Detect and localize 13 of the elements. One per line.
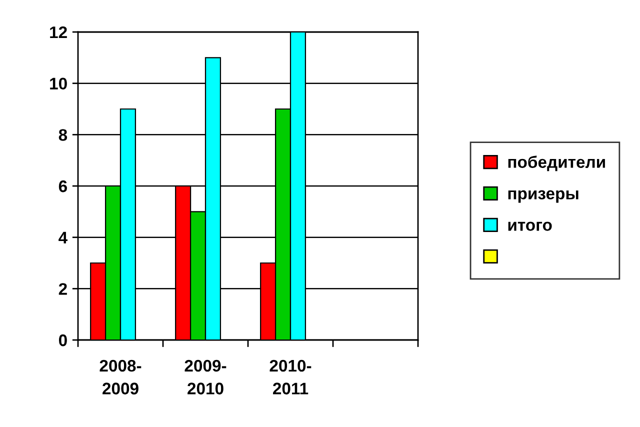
- x-tick-label: 2009- 2010: [184, 360, 226, 394]
- y-tick-label: 12: [50, 26, 67, 38]
- y-tick-label: 10: [50, 78, 67, 90]
- x-tick-label: 2010- 2011: [270, 360, 312, 394]
- legend-label: победители: [508, 156, 605, 172]
- y-tick-label: 2: [58, 283, 67, 295]
- x-tick-label: 2008- 2009: [100, 360, 142, 394]
- y-tick-label: 8: [58, 129, 68, 141]
- y-tick-label: 4: [58, 232, 68, 244]
- legend-label: итого: [508, 222, 552, 231]
- legend-label: призеры: [508, 190, 578, 203]
- y-tick-label: 6: [58, 180, 67, 192]
- y-tick-label: 0: [58, 334, 67, 346]
